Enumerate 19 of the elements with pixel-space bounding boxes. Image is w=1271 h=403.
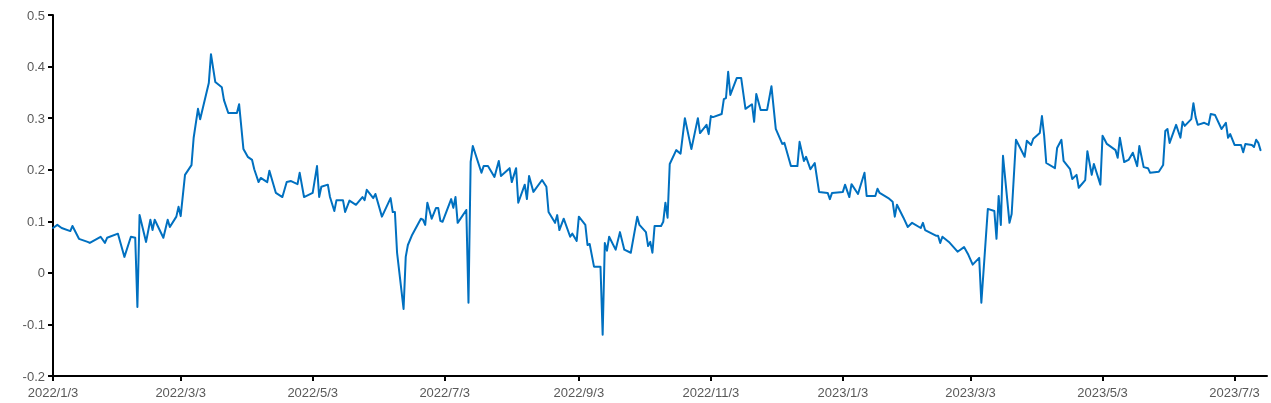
y-tick-label: 0.4 <box>26 59 45 75</box>
y-tick-label: 0 <box>37 265 45 281</box>
x-tick-label: 2022/9/3 <box>553 385 605 400</box>
x-tick-label: 2022/3/3 <box>155 385 206 400</box>
y-tick-label: 0.3 <box>26 110 45 126</box>
x-tick-label: 2023/7/3 <box>1209 385 1260 400</box>
x-tick-label: 2022/11/3 <box>682 385 740 400</box>
y-tick-label: -0.1 <box>22 316 45 332</box>
x-tick-label: 2022/5/3 <box>287 385 338 400</box>
x-tick-label: 2022/1/3 <box>27 385 79 400</box>
x-tick-label: 2023/1/3 <box>817 385 869 400</box>
x-tick-label: 2023/3/3 <box>945 385 996 400</box>
x-tick-label: 2023/5/3 <box>1077 385 1128 400</box>
y-tick-label: 0.1 <box>26 213 45 229</box>
line-series <box>52 53 1262 336</box>
x-tick-label: 2022/7/3 <box>419 385 470 400</box>
y-tick-label: 0.5 <box>26 7 45 23</box>
y-tick-label: -0.2 <box>22 368 45 384</box>
y-tick-label: 0.2 <box>26 162 45 178</box>
